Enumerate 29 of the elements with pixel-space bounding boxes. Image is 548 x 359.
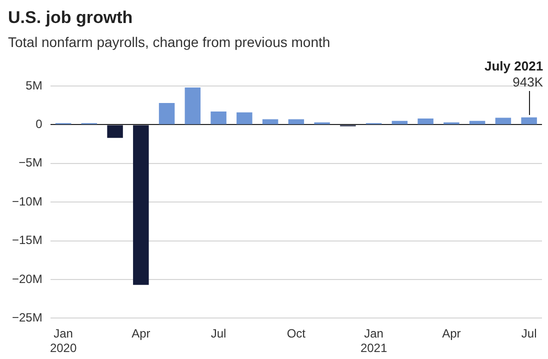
bar: [521, 117, 537, 124]
bar: [495, 118, 512, 124]
y-tick-label: −25M: [12, 310, 42, 325]
y-tick-label: 0: [36, 117, 43, 132]
x-tick-label: Oct: [286, 326, 306, 341]
x-tick-label: Jan 2021: [360, 326, 388, 356]
bar: [288, 119, 304, 124]
x-tick-label: Apr: [132, 326, 150, 341]
bar: [107, 125, 123, 138]
text: July 2021: [484, 58, 544, 74]
x-tick-label: Apr: [442, 326, 461, 341]
x-tick-label: Jul: [521, 326, 537, 341]
bar: [133, 125, 149, 285]
bar: [236, 112, 252, 124]
y-tick-label: −10M: [12, 194, 42, 208]
y-tick-label: −20M: [12, 272, 42, 286]
y-tick-label: 5M: [26, 78, 42, 92]
x-tick-label: Jan 2020: [50, 326, 77, 356]
annotation: 943K: [512, 74, 544, 90]
y-tick-label: −15M: [12, 233, 42, 248]
bar: [158, 103, 175, 124]
bar: [184, 88, 201, 124]
chart-title: U.S. job growth: [8, 8, 133, 28]
x-tick-label: Jul: [210, 326, 226, 341]
chart-subtitle: Total nonfarm payrolls, change from previous month: [8, 34, 330, 50]
bar: [262, 119, 278, 124]
bar: [210, 112, 226, 124]
bar: [418, 118, 434, 124]
y-tick-label: −5M: [18, 156, 42, 170]
